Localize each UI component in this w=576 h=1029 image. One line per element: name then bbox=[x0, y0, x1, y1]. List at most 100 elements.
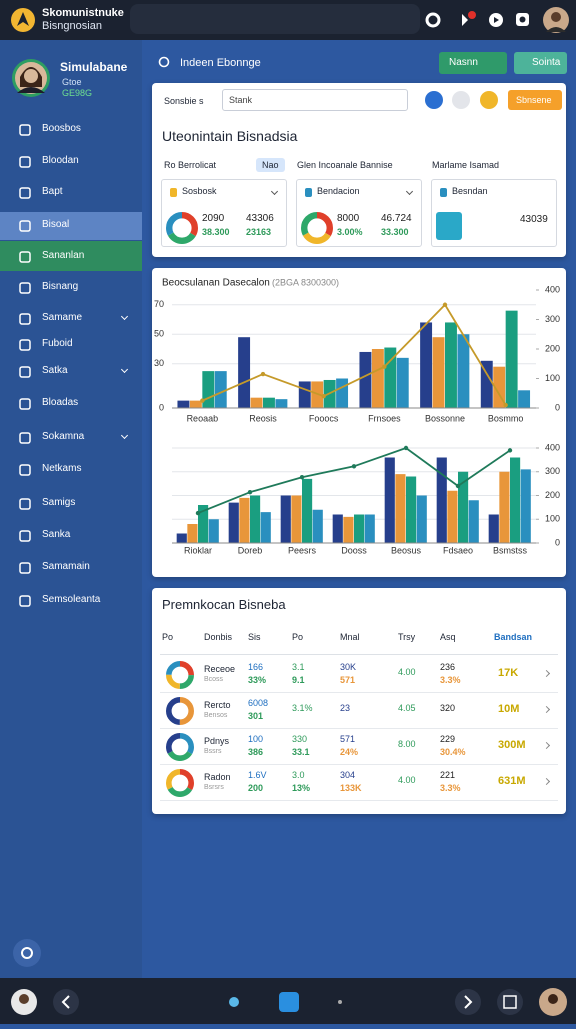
bar bbox=[354, 514, 365, 543]
stat-box: Bendacion 8000 46.724 3.00% 33.300 bbox=[296, 179, 422, 247]
menu-item[interactable]: Bapt bbox=[42, 186, 63, 197]
bar bbox=[239, 497, 250, 543]
menu-item[interactable]: Satka bbox=[42, 365, 68, 376]
menu-icon bbox=[19, 498, 31, 510]
donut-segment bbox=[166, 661, 194, 689]
donut-segment bbox=[166, 769, 194, 797]
menu-item[interactable]: Samame bbox=[42, 312, 83, 323]
donut-icon bbox=[300, 211, 334, 245]
menu-icon-shape bbox=[19, 220, 31, 232]
chevron bbox=[405, 187, 414, 196]
menu-item[interactable]: Boosbos bbox=[42, 123, 81, 134]
line-point bbox=[455, 483, 461, 489]
stat-value: 38.300 bbox=[202, 227, 230, 237]
settings-button[interactable] bbox=[12, 938, 42, 968]
menu-item[interactable]: Fuboid bbox=[42, 338, 73, 349]
menu-item[interactable]: Semsoleanta bbox=[42, 594, 101, 605]
row-sub: Bsrsrs bbox=[204, 784, 224, 791]
search-bar[interactable] bbox=[130, 4, 420, 34]
menu-icon-shape bbox=[19, 251, 31, 263]
bar bbox=[458, 471, 469, 543]
cell-value: 3.3% bbox=[440, 675, 461, 685]
cell-value: 30K bbox=[340, 662, 357, 672]
row-sub: Bensos bbox=[204, 712, 228, 719]
line-point bbox=[442, 302, 448, 307]
line-point bbox=[200, 398, 205, 403]
profile-name: Simulabane bbox=[60, 60, 128, 74]
bar bbox=[280, 495, 291, 543]
action-button[interactable]: Sbnsene bbox=[508, 90, 562, 110]
row-rule bbox=[160, 764, 558, 765]
dock-icons bbox=[11, 988, 567, 1016]
table-card: Premnkocan Bisneba Po Donbis Sis Po Mnal Trsy… bbox=[152, 588, 566, 814]
donut-segment bbox=[166, 769, 194, 797]
bar bbox=[214, 371, 227, 408]
y2-tick-label: 300 bbox=[545, 314, 560, 324]
filter-select[interactable]: Stank bbox=[222, 89, 408, 111]
tab[interactable]: Ro Berrolicat bbox=[164, 160, 217, 170]
tab[interactable]: Marlame Isamad bbox=[432, 160, 500, 170]
bar bbox=[359, 351, 372, 408]
cell-value: 166 bbox=[248, 662, 264, 672]
stat-value: 23163 bbox=[246, 227, 272, 237]
menu-item[interactable]: Bloadas bbox=[42, 397, 79, 408]
chart-area: Beocsulanan Dasecalon (2BGA 8300300) 0 30… bbox=[154, 277, 560, 555]
filter-icons bbox=[425, 91, 498, 109]
chevron bbox=[120, 312, 129, 321]
y2-tick-label: 200 bbox=[545, 343, 560, 353]
header-rule bbox=[160, 654, 558, 655]
cell-value: 229 bbox=[440, 734, 456, 744]
menu-item[interactable]: Bisnang bbox=[42, 281, 79, 292]
bar bbox=[488, 514, 499, 543]
tab[interactable]: Glen Incoanale Bannise bbox=[297, 160, 393, 170]
top-bar: Skomunistnuke Bisngnosian bbox=[0, 0, 576, 40]
user-avatar[interactable] bbox=[542, 6, 570, 34]
column-header: Sis bbox=[248, 632, 261, 642]
stat-label: Sosbosk bbox=[182, 186, 217, 196]
menu-item[interactable]: Sanka bbox=[42, 529, 71, 540]
cell-value: 300M bbox=[498, 739, 526, 751]
header-button[interactable]: Sointa bbox=[514, 52, 567, 74]
menu-icon-shape bbox=[19, 156, 31, 168]
chevron bbox=[270, 187, 279, 196]
menu-item[interactable]: Netkams bbox=[42, 463, 82, 474]
bar bbox=[336, 378, 349, 408]
bar bbox=[189, 400, 202, 408]
overview-title: Uteonintain Bisnadsia bbox=[162, 128, 298, 144]
bar bbox=[176, 533, 187, 543]
menu-item[interactable]: Sokamna bbox=[42, 431, 85, 442]
cell-value: 100 bbox=[248, 734, 264, 744]
chevron bbox=[120, 431, 129, 440]
cell-value: 631M bbox=[498, 775, 526, 787]
cell-value: 571 bbox=[340, 675, 356, 685]
chevron bbox=[542, 741, 551, 750]
donut-icon bbox=[166, 661, 194, 689]
x-tick-label: Doreb bbox=[238, 545, 263, 555]
y2-tick-label: 100 bbox=[545, 373, 560, 383]
x-tick-label: Reosis bbox=[249, 413, 277, 423]
column-header: Asq bbox=[440, 632, 456, 642]
menu-item[interactable]: Sananlan bbox=[42, 250, 85, 261]
x-tick-label: Dooss bbox=[341, 545, 367, 555]
menu-item[interactable]: Samamain bbox=[42, 561, 90, 572]
menu-item[interactable]: Bisoal bbox=[42, 219, 70, 230]
menu-item[interactable]: Samigs bbox=[42, 497, 76, 508]
menu-icon bbox=[19, 562, 31, 574]
profile-avatar bbox=[12, 59, 50, 97]
menu-icon-shape bbox=[19, 595, 31, 607]
donut-segment bbox=[166, 733, 194, 761]
menu-highlight bbox=[0, 212, 142, 240]
menu-item[interactable]: Bloodan bbox=[42, 155, 79, 166]
header-icon bbox=[158, 56, 170, 68]
row-sub: Bssrs bbox=[204, 748, 222, 755]
cell-value: 33% bbox=[248, 675, 267, 685]
profile-role: Gtoe bbox=[62, 77, 82, 87]
header-button[interactable]: Nasnn bbox=[439, 52, 507, 74]
y2-tick-label: 200 bbox=[545, 490, 560, 500]
chevron bbox=[120, 365, 129, 374]
stat-image bbox=[436, 212, 462, 240]
line-point bbox=[260, 371, 266, 377]
line-point bbox=[195, 510, 201, 516]
y-tick-label: 0 bbox=[159, 402, 164, 412]
stat-value: 46.724 bbox=[381, 213, 412, 224]
